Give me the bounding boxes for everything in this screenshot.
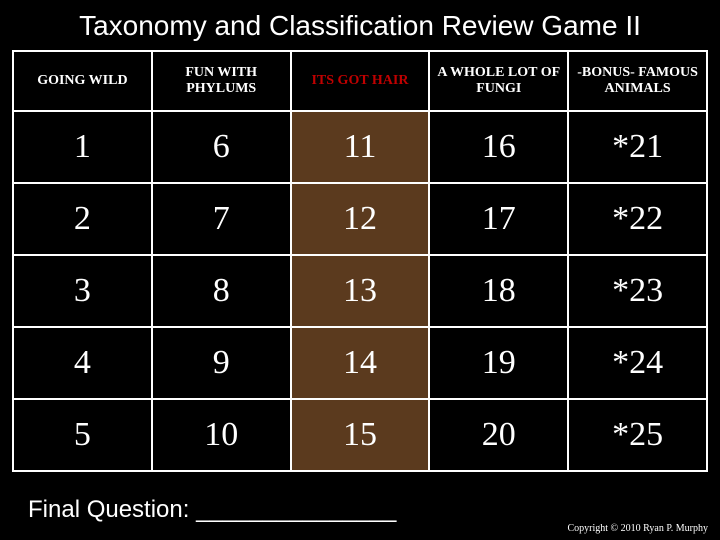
game-cell[interactable]: *21	[568, 111, 707, 183]
game-cell[interactable]: 17	[429, 183, 568, 255]
final-question-label[interactable]: Final Question: _______________	[28, 496, 396, 524]
game-cell[interactable]: *23	[568, 255, 707, 327]
game-cell[interactable]: 20	[429, 399, 568, 471]
game-cell[interactable]: 9	[152, 327, 291, 399]
game-cell[interactable]: 19	[429, 327, 568, 399]
category-header[interactable]: -BONUS- FAMOUS ANIMALS	[568, 51, 707, 111]
game-cell[interactable]: 13	[291, 255, 430, 327]
category-header[interactable]: GOING WILD	[13, 51, 152, 111]
table-row: 4 9 14 19 *24	[13, 327, 707, 399]
game-cell[interactable]: 5	[13, 399, 152, 471]
category-row: GOING WILD FUN WITH PHYLUMS ITS GOT HAIR…	[13, 51, 707, 111]
table-row: 3 8 13 18 *23	[13, 255, 707, 327]
game-cell[interactable]: 2	[13, 183, 152, 255]
table-row: 1 6 11 16 *21	[13, 111, 707, 183]
game-cell[interactable]: *22	[568, 183, 707, 255]
game-cell[interactable]: 4	[13, 327, 152, 399]
game-cell[interactable]: 11	[291, 111, 430, 183]
page-title: Taxonomy and Classification Review Game …	[0, 0, 720, 50]
category-header[interactable]: ITS GOT HAIR	[291, 51, 430, 111]
game-cell[interactable]: 3	[13, 255, 152, 327]
category-header[interactable]: A WHOLE LOT OF FUNGI	[429, 51, 568, 111]
game-cell[interactable]: 10	[152, 399, 291, 471]
game-cell[interactable]: 8	[152, 255, 291, 327]
game-cell[interactable]: 15	[291, 399, 430, 471]
table-row: 2 7 12 17 *22	[13, 183, 707, 255]
game-board: GOING WILD FUN WITH PHYLUMS ITS GOT HAIR…	[12, 50, 708, 472]
game-cell[interactable]: 12	[291, 183, 430, 255]
game-cell[interactable]: 18	[429, 255, 568, 327]
table-row: 5 10 15 20 *25	[13, 399, 707, 471]
game-cell[interactable]: 1	[13, 111, 152, 183]
category-header[interactable]: FUN WITH PHYLUMS	[152, 51, 291, 111]
copyright-text: Copyright © 2010 Ryan P. Murphy	[567, 523, 708, 534]
game-cell[interactable]: 14	[291, 327, 430, 399]
game-cell[interactable]: *24	[568, 327, 707, 399]
game-cell[interactable]: 6	[152, 111, 291, 183]
game-cell[interactable]: 16	[429, 111, 568, 183]
game-cell[interactable]: 7	[152, 183, 291, 255]
game-cell[interactable]: *25	[568, 399, 707, 471]
